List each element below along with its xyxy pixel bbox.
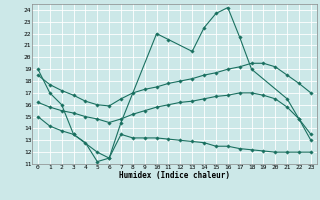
X-axis label: Humidex (Indice chaleur): Humidex (Indice chaleur) [119, 171, 230, 180]
